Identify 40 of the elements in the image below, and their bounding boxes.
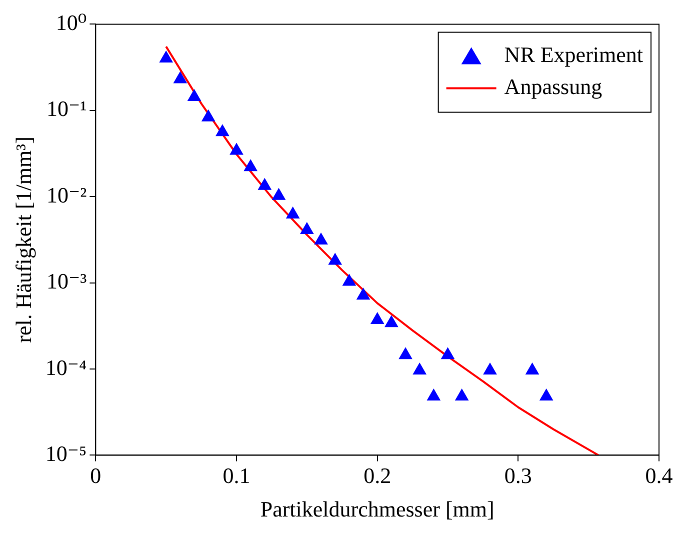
point — [258, 178, 272, 190]
y-tick-label: 10⁻¹ — [46, 96, 87, 122]
point — [525, 362, 540, 375]
y-tick-label: 10⁻³ — [46, 268, 88, 294]
y-tick-label: 10⁻⁴ — [45, 354, 87, 380]
x-tick-label: 0.2 — [364, 463, 392, 488]
point — [159, 50, 174, 63]
point — [370, 312, 384, 324]
x-tick-label: 0.3 — [504, 463, 532, 488]
x-tick-label: 0 — [90, 463, 102, 488]
point — [356, 288, 370, 300]
point — [314, 232, 328, 244]
x-tick-label: 0.4 — [645, 463, 673, 488]
point — [216, 124, 230, 136]
y-axis-title: rel. Häufigkeit [1/mm³] — [10, 136, 36, 343]
point — [286, 206, 300, 218]
point — [412, 362, 427, 375]
point — [426, 388, 441, 400]
y-tick-label: 10⁻⁵ — [45, 440, 87, 466]
point — [244, 159, 258, 172]
point — [539, 388, 554, 400]
point — [440, 347, 455, 360]
point — [201, 109, 216, 122]
point — [187, 89, 202, 102]
x-tick-label: 0.1 — [222, 463, 250, 488]
legend-label: Anpassung — [504, 74, 602, 99]
point — [384, 315, 398, 328]
point — [173, 71, 188, 84]
point — [272, 188, 286, 200]
point — [483, 362, 497, 375]
point — [230, 142, 244, 155]
y-tick-label: 10⁻² — [46, 182, 88, 208]
point — [328, 252, 342, 265]
point — [454, 388, 469, 400]
x-axis-title: Partikeldurchmesser [mm] — [260, 496, 494, 522]
legend-label: NR Experiment — [504, 42, 644, 67]
point — [342, 274, 356, 286]
point — [300, 222, 314, 234]
point — [398, 347, 412, 360]
y-tick-label: 10⁰ — [56, 10, 87, 35]
